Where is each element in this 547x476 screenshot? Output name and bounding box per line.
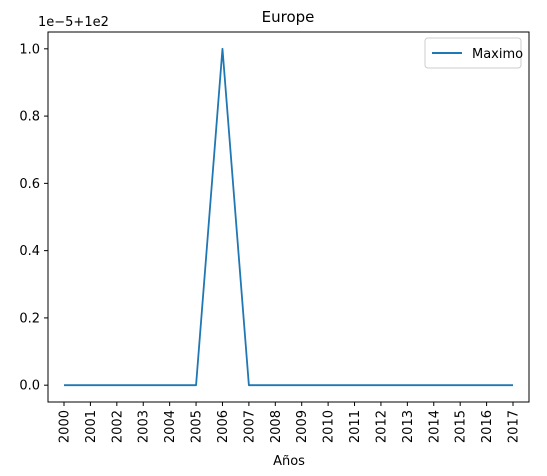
x-tick-label: 2000 <box>58 410 73 443</box>
x-tick-label: 2017 <box>507 410 522 443</box>
x-tick-label: 2008 <box>269 410 284 443</box>
y-offset-text: 1e−5+1e2 <box>38 15 109 30</box>
x-tick-label: 2016 <box>480 410 495 443</box>
x-tick-label: 2015 <box>454 410 469 443</box>
legend-label: Maximo <box>472 47 523 62</box>
x-tick-label: 2004 <box>163 410 178 443</box>
y-tick-label: 1.0 <box>19 42 40 57</box>
x-tick-label: 2007 <box>242 410 257 443</box>
plot-area <box>48 32 529 402</box>
x-tick-label: 2014 <box>427 410 442 443</box>
x-tick-label: 2012 <box>374 410 389 443</box>
legend: Maximo <box>425 38 523 68</box>
y-tick-label: 0.4 <box>19 244 40 259</box>
x-tick-label: 2011 <box>348 410 363 443</box>
x-tick-label: 2010 <box>322 410 337 443</box>
y-tick-label: 0.0 <box>19 379 40 394</box>
x-tick-label: 2003 <box>137 410 152 443</box>
series-line-0 <box>64 49 513 385</box>
x-tick-label: 2006 <box>216 410 231 443</box>
chart-title: Europe <box>262 8 315 26</box>
x-axis-label: Años <box>273 454 305 469</box>
x-tick-label: 2001 <box>84 410 99 443</box>
x-axis: 2000 2001 2002 2003 2004 2005 2006 2007 2008 2009… <box>58 402 522 443</box>
x-tick-label: 2009 <box>295 410 310 443</box>
x-tick-label: 2005 <box>190 410 205 443</box>
y-axis: 0.0 0.2 0.4 0.6 0.8 1.0 <box>19 42 48 393</box>
y-tick-label: 0.6 <box>19 177 40 192</box>
series-layer <box>64 49 513 385</box>
y-tick-label: 0.2 <box>19 311 40 326</box>
x-tick-label: 2002 <box>110 410 125 443</box>
x-tick-label: 2013 <box>401 410 416 443</box>
y-tick-label: 0.8 <box>19 110 40 125</box>
